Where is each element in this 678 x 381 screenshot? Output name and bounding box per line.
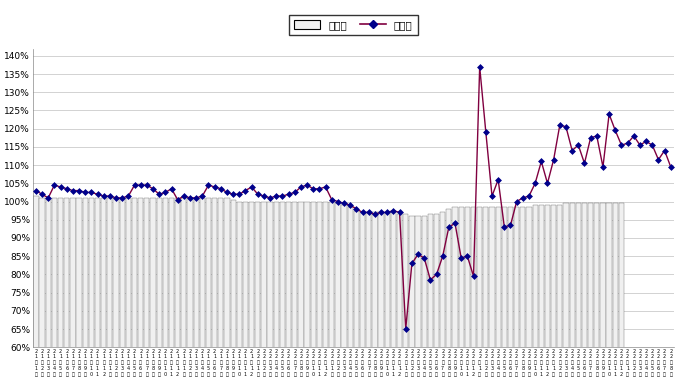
Bar [304,202,310,381]
Bar [464,207,470,381]
Bar [520,207,525,381]
Bar [200,198,205,381]
Bar [64,198,69,381]
Bar [607,203,612,381]
Bar [440,213,445,381]
Bar [570,203,575,381]
Bar [434,214,439,381]
Bar [187,198,193,381]
Bar [243,202,248,381]
Bar [366,213,372,381]
Bar [83,198,88,381]
Bar [557,205,563,381]
Bar [255,202,260,381]
Bar [292,202,298,381]
Bar [125,198,131,381]
Bar [286,202,292,381]
Bar [502,207,507,381]
Bar [193,198,199,381]
Bar [452,207,458,381]
Bar [58,198,63,381]
Bar [237,202,242,381]
Bar [107,198,113,381]
Bar [45,198,51,381]
Bar [471,207,476,381]
Bar [378,213,384,381]
Bar [71,198,75,381]
Bar [261,202,266,381]
Bar [428,214,433,381]
Bar [323,202,328,381]
Bar [212,198,217,381]
Bar [508,207,513,381]
Bar [280,202,285,381]
Bar [600,203,605,381]
Bar [410,216,414,381]
Bar [249,202,254,381]
Bar [360,213,365,381]
Bar [397,214,402,381]
Bar [539,205,544,381]
Bar [181,198,186,381]
Bar [144,198,149,381]
Bar [613,203,618,381]
Bar [89,198,94,381]
Bar [274,202,279,381]
Bar [39,198,45,381]
Legend: 店舗数, 売上高: 店舗数, 売上高 [289,15,418,35]
Bar [157,198,162,381]
Bar [52,198,57,381]
Bar [446,209,452,381]
Bar [113,198,119,381]
Bar [95,198,100,381]
Bar [588,203,593,381]
Bar [329,202,334,381]
Bar [231,200,236,381]
Bar [582,203,587,381]
Bar [372,213,378,381]
Bar [514,207,519,381]
Bar [224,198,230,381]
Bar [169,198,174,381]
Bar [336,203,340,381]
Bar [138,198,143,381]
Bar [348,207,353,381]
Bar [317,202,322,381]
Bar [354,211,359,381]
Bar [594,203,599,381]
Bar [132,198,137,381]
Bar [218,198,224,381]
Bar [101,198,106,381]
Bar [545,205,550,381]
Bar [119,198,125,381]
Bar [403,214,408,381]
Bar [391,213,396,381]
Bar [311,202,316,381]
Bar [416,216,420,381]
Bar [384,213,390,381]
Bar [163,198,168,381]
Bar [490,207,495,381]
Bar [342,205,346,381]
Bar [551,205,556,381]
Bar [298,202,304,381]
Bar [526,207,532,381]
Bar [77,198,81,381]
Bar [458,207,464,381]
Bar [206,198,211,381]
Bar [33,196,39,381]
Bar [477,207,482,381]
Bar [268,202,273,381]
Bar [619,203,624,381]
Bar [576,203,581,381]
Bar [422,216,427,381]
Bar [496,207,501,381]
Bar [483,207,488,381]
Bar [563,203,569,381]
Bar [151,198,156,381]
Bar [175,198,180,381]
Bar [532,205,538,381]
